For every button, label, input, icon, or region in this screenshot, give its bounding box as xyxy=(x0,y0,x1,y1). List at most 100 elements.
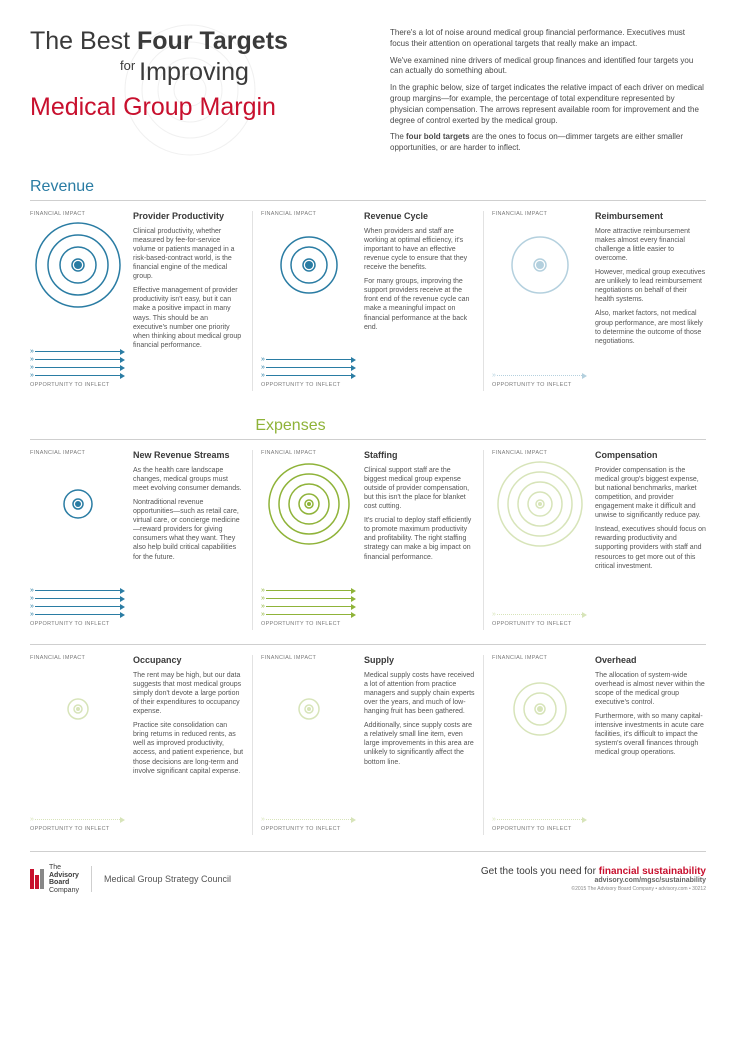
target-cell-staffing: FINANCIAL IMPACT » » » » OPPORTUNITY TO … xyxy=(253,450,484,630)
arrow: » xyxy=(261,357,356,363)
divider xyxy=(30,439,706,440)
arrows: » » » » xyxy=(261,588,356,618)
footer-right: Get the tools you need for financial sus… xyxy=(481,866,706,892)
footer-cta: Get the tools you need for financial sus… xyxy=(481,866,706,877)
arrows: » » » xyxy=(261,357,356,379)
target-cell-occupancy: FINANCIAL IMPACT » OPPORTUNITY TO INFLEC… xyxy=(30,655,253,835)
opportunity-label: OPPORTUNITY TO INFLECT xyxy=(492,826,587,832)
revenue-section-label: Revenue xyxy=(30,178,706,196)
target-title: Supply xyxy=(364,655,475,667)
title-block: The Best Four Targets for Improving Medic… xyxy=(30,28,360,160)
text-column: Overhead The allocation of system-wide o… xyxy=(595,655,706,835)
arrow: » xyxy=(30,349,125,355)
target-para: It's crucial to deploy staff efficiently… xyxy=(364,516,475,561)
arrow: » xyxy=(492,612,587,618)
footer: The Advisory Board Company Medical Group… xyxy=(30,851,706,895)
arrow: » xyxy=(261,373,356,379)
target-para: Instead, executives should focus on rewa… xyxy=(595,525,706,570)
intro-p4: The four bold targets are the ones to fo… xyxy=(390,132,706,154)
visual-column: FINANCIAL IMPACT » OPPORTUNITY TO INFLEC… xyxy=(492,450,587,630)
arrow: » xyxy=(261,817,356,823)
title-for: for xyxy=(120,58,135,73)
target-para: More attractive reimbursement makes almo… xyxy=(595,227,706,263)
target-icon xyxy=(31,662,125,756)
target-title: Occupancy xyxy=(133,655,244,667)
target-para: When providers and staff are working at … xyxy=(364,227,475,272)
intro-p2: We've examined nine drivers of medical g… xyxy=(390,56,706,78)
arrow: » xyxy=(30,357,125,363)
visual-column: FINANCIAL IMPACT » OPPORTUNITY TO INFLEC… xyxy=(261,655,356,835)
opportunity-label: OPPORTUNITY TO INFLECT xyxy=(261,382,356,388)
financial-impact-label: FINANCIAL IMPACT xyxy=(261,450,356,456)
visual-column: FINANCIAL IMPACT » » » » OPPORTUNITY TO … xyxy=(30,211,125,391)
expenses-section-label: Expenses xyxy=(255,417,706,435)
visual-column: FINANCIAL IMPACT » OPPORTUNITY TO INFLEC… xyxy=(492,211,587,391)
arrow: » xyxy=(30,365,125,371)
title-pre: The Best xyxy=(30,27,137,55)
row-3: FINANCIAL IMPACT » OPPORTUNITY TO INFLEC… xyxy=(30,655,706,835)
target-para: Clinical productivity, whether measured … xyxy=(133,227,244,282)
target-title: Reimbursement xyxy=(595,211,706,223)
target-para: The rent may be high, but our data sugge… xyxy=(133,671,244,716)
text-column: Revenue Cycle When providers and staff a… xyxy=(364,211,475,391)
target-icon xyxy=(493,662,587,756)
arrow: » xyxy=(30,588,125,594)
target-icon xyxy=(262,218,356,312)
opportunity-label: OPPORTUNITY TO INFLECT xyxy=(261,621,356,627)
target-para: The allocation of system-wide overhead i… xyxy=(595,671,706,707)
target-para: Nontraditional revenue opportunities—suc… xyxy=(133,498,244,562)
visual-column: FINANCIAL IMPACT » OPPORTUNITY TO INFLEC… xyxy=(492,655,587,835)
expenses-label-row: Expenses xyxy=(30,405,706,439)
title-line3: Medical Group Margin xyxy=(30,93,360,122)
arrow: » xyxy=(30,817,125,823)
arrow: » xyxy=(30,373,125,379)
visual-column: FINANCIAL IMPACT » » » » OPPORTUNITY TO … xyxy=(30,450,125,630)
target-icon xyxy=(31,457,125,551)
title-bold: Four Targets xyxy=(137,27,288,55)
text-column: Reimbursement More attractive reimbursem… xyxy=(595,211,706,391)
target-icon xyxy=(262,662,356,756)
title-improving: Improving xyxy=(139,58,249,86)
target-cell-compensation: FINANCIAL IMPACT » OPPORTUNITY TO INFLEC… xyxy=(484,450,706,630)
council-name: Medical Group Strategy Council xyxy=(104,874,231,884)
arrow: » xyxy=(30,596,125,602)
financial-impact-label: FINANCIAL IMPACT xyxy=(30,450,125,456)
target-para: Clinical support staff are the biggest m… xyxy=(364,466,475,511)
target-title: Staffing xyxy=(364,450,475,462)
arrows: » xyxy=(30,817,125,823)
financial-impact-label: FINANCIAL IMPACT xyxy=(30,211,125,217)
target-cell-supply: FINANCIAL IMPACT » OPPORTUNITY TO INFLEC… xyxy=(253,655,484,835)
arrow: » xyxy=(492,817,587,823)
target-para: Additionally, since supply costs are a r… xyxy=(364,721,475,766)
logo-text: The Advisory Board Company xyxy=(49,864,79,895)
target-para: For many groups, improving the support p… xyxy=(364,277,475,332)
opportunity-label: OPPORTUNITY TO INFLECT xyxy=(30,826,125,832)
opportunity-label: OPPORTUNITY TO INFLECT xyxy=(30,382,125,388)
text-column: New Revenue Streams As the health care l… xyxy=(133,450,244,630)
target-icon xyxy=(493,457,587,551)
target-title: New Revenue Streams xyxy=(133,450,244,462)
financial-impact-label: FINANCIAL IMPACT xyxy=(261,211,356,217)
financial-impact-label: FINANCIAL IMPACT xyxy=(261,655,356,661)
arrow: » xyxy=(492,373,587,379)
row-2: FINANCIAL IMPACT » » » » OPPORTUNITY TO … xyxy=(30,450,706,630)
text-column: Supply Medical supply costs have receive… xyxy=(364,655,475,835)
footer-divider xyxy=(91,866,92,892)
target-title: Compensation xyxy=(595,450,706,462)
intro-text: There's a lot of noise around medical gr… xyxy=(390,28,706,160)
arrow: » xyxy=(261,588,356,594)
target-icon xyxy=(31,218,125,312)
arrow: » xyxy=(261,365,356,371)
target-title: Overhead xyxy=(595,655,706,667)
arrow: » xyxy=(261,596,356,602)
footer-left: The Advisory Board Company Medical Group… xyxy=(30,864,231,895)
financial-impact-label: FINANCIAL IMPACT xyxy=(492,211,587,217)
target-para: Also, market factors, not medical group … xyxy=(595,309,706,345)
target-cell-overhead: FINANCIAL IMPACT » OPPORTUNITY TO INFLEC… xyxy=(484,655,706,835)
target-cell-new_revenue: FINANCIAL IMPACT » » » » OPPORTUNITY TO … xyxy=(30,450,253,630)
opportunity-label: OPPORTUNITY TO INFLECT xyxy=(30,621,125,627)
arrow: » xyxy=(30,604,125,610)
divider xyxy=(30,200,706,201)
target-icon xyxy=(262,457,356,551)
financial-impact-label: FINANCIAL IMPACT xyxy=(492,450,587,456)
